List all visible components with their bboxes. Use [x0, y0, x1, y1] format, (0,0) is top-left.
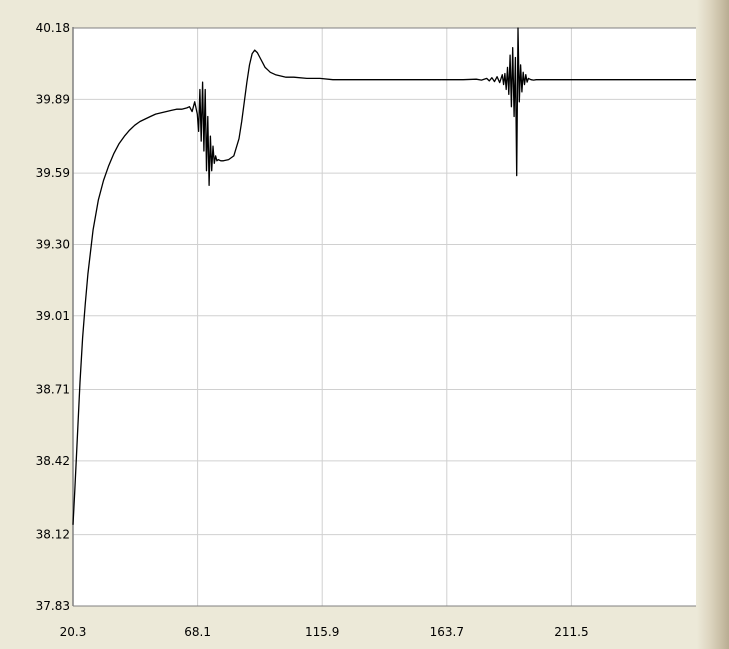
y-tick-label: 38.12	[36, 528, 70, 542]
x-tick-label: 20.3	[60, 625, 87, 639]
y-tick-label: 39.30	[36, 237, 70, 251]
window-frame-edge	[697, 0, 729, 649]
y-tick-label: 40.18	[36, 21, 70, 35]
series-layer	[72, 27, 696, 525]
x-tick-label: 68.1	[184, 625, 211, 639]
x-tick-label: 115.9	[305, 625, 339, 639]
tick-label-layer: 40.18 39.89 39.59 39.30 39.01 38.71 38.42 38.12…	[36, 21, 589, 639]
x-tick-label: 163.7	[430, 625, 464, 639]
y-tick-label: 39.89	[36, 92, 70, 106]
x-tick-label: 211.5	[554, 625, 588, 639]
axis-layer	[72, 27, 696, 607]
y-tick-label: 38.42	[36, 454, 70, 468]
y-tick-label: 39.01	[36, 309, 70, 323]
y-tick-label: 38.71	[36, 383, 70, 397]
y-tick-label: 39.59	[36, 166, 70, 180]
plot-area	[73, 28, 696, 606]
series-line	[72, 27, 696, 525]
y-tick-label: 37.83	[36, 599, 70, 613]
